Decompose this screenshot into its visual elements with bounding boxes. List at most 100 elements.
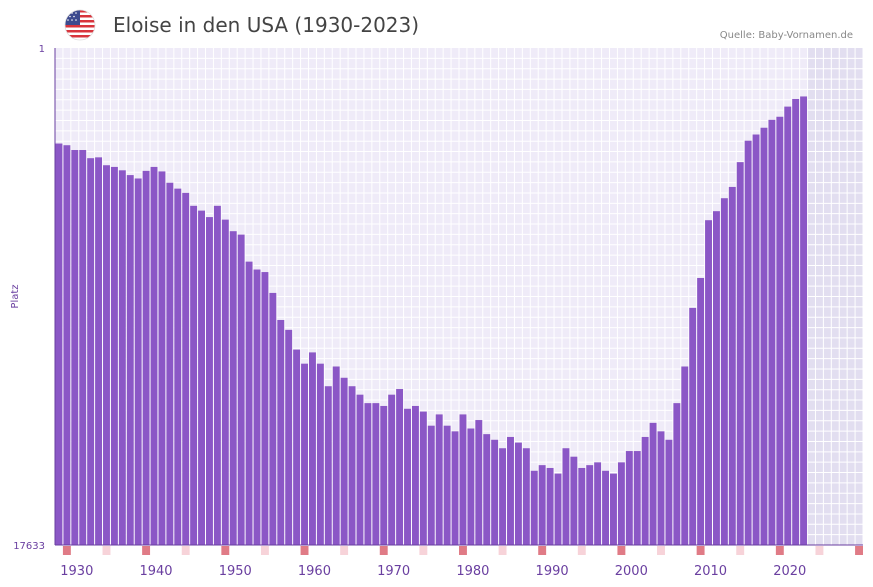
x-tick-label-1980: 1980 [456, 564, 489, 579]
decade-marker [142, 546, 151, 555]
bar-1948 [213, 205, 221, 546]
bar-2000 [625, 451, 633, 545]
bar-1992 [562, 448, 570, 545]
x-tick-label-1970: 1970 [377, 564, 410, 579]
bar-1966 [356, 394, 364, 545]
bar-2005 [665, 439, 673, 545]
bar-1979 [459, 414, 467, 545]
bar-1991 [554, 473, 562, 545]
y-tick-label-top: 1 [39, 44, 45, 55]
bar-1942 [166, 182, 174, 545]
bar-1973 [411, 405, 419, 545]
y-axis-label: Platz [10, 284, 21, 308]
bar-1959 [301, 363, 308, 545]
bar-1937 [126, 175, 134, 545]
bar-1967 [364, 403, 372, 545]
bar-1972 [404, 408, 411, 545]
bar-1996 [594, 462, 602, 545]
bar-1960 [308, 352, 316, 545]
x-tick-label-1930: 1930 [60, 564, 93, 579]
bar-1952 [245, 261, 253, 545]
bar-1993 [570, 456, 578, 545]
minor-decade-marker [736, 546, 745, 555]
minor-decade-marker [340, 546, 349, 555]
bar-1961 [316, 363, 324, 545]
decade-marker [379, 546, 388, 555]
decade-marker [538, 546, 547, 555]
bar-1928 [55, 143, 63, 546]
decade-marker [775, 546, 784, 555]
bar-1946 [198, 210, 206, 545]
x-tick-label-1990: 1990 [536, 564, 569, 579]
bar-1984 [499, 448, 507, 545]
decade-marker [221, 546, 230, 555]
bar-2015 [744, 140, 752, 545]
bar-1938 [134, 178, 142, 545]
bar-1929 [63, 145, 71, 545]
minor-decade-marker [260, 546, 269, 555]
bar-2003 [649, 422, 657, 545]
bar-1978 [451, 431, 459, 545]
usa-flag-icon [64, 9, 96, 41]
minor-decade-marker [815, 546, 824, 555]
bar-1947 [206, 217, 213, 545]
bar-1930 [71, 150, 79, 546]
decade-marker [62, 546, 71, 555]
bar-1954 [261, 272, 269, 545]
x-tick-label-2000: 2000 [615, 564, 648, 579]
bar-1970 [388, 394, 396, 545]
bar-1989 [538, 465, 546, 545]
bar-1957 [285, 329, 293, 545]
bar-1994 [578, 467, 586, 545]
minor-decade-marker [577, 546, 586, 555]
bar-1953 [253, 269, 261, 545]
bar-1963 [332, 366, 340, 545]
bar-1958 [293, 349, 301, 545]
bar-1941 [158, 171, 166, 546]
bar-2016 [752, 134, 760, 546]
decade-marker [459, 546, 467, 555]
bar-1932 [87, 158, 95, 545]
bar-1974 [419, 411, 427, 545]
minor-decade-marker [181, 546, 190, 555]
decade-marker [855, 546, 863, 555]
bar-2011 [712, 211, 720, 545]
source-credit: Quelle: Baby-Vornamen.de [719, 30, 853, 41]
bar-1935 [110, 166, 118, 545]
bar-1965 [348, 386, 356, 545]
bar-1968 [372, 403, 380, 545]
bar-1933 [95, 157, 103, 545]
bar-1956 [277, 319, 285, 545]
bar-2022 [800, 96, 808, 546]
decade-marker [300, 546, 309, 555]
bar-1971 [396, 389, 404, 545]
bar-1944 [182, 192, 190, 545]
bar-1975 [427, 425, 435, 545]
bar-1943 [174, 188, 182, 545]
bar-2014 [736, 162, 744, 545]
bar-2018 [768, 119, 776, 546]
bar-1936 [118, 170, 126, 546]
bar-1951 [237, 234, 245, 545]
bar-1995 [586, 465, 594, 545]
minor-decade-marker [498, 546, 507, 555]
bar-1969 [380, 405, 388, 545]
bar-2021 [792, 98, 800, 546]
y-tick-label-bottom: 17633 [13, 541, 45, 552]
bar-2020 [784, 106, 792, 546]
decade-marker [696, 546, 705, 555]
bar-1997 [602, 470, 610, 545]
bar-2004 [657, 431, 665, 545]
bar-1949 [221, 219, 229, 545]
x-tick-label-2020: 2020 [773, 564, 806, 579]
bar-1940 [150, 166, 158, 545]
bar-2002 [641, 436, 649, 545]
bar-1987 [522, 448, 530, 545]
bar-1977 [443, 425, 451, 545]
bar-1980 [467, 428, 475, 545]
bar-1990 [546, 467, 554, 545]
bar-2006 [673, 403, 681, 545]
bar-2008 [689, 307, 697, 545]
minor-decade-marker [419, 546, 428, 555]
